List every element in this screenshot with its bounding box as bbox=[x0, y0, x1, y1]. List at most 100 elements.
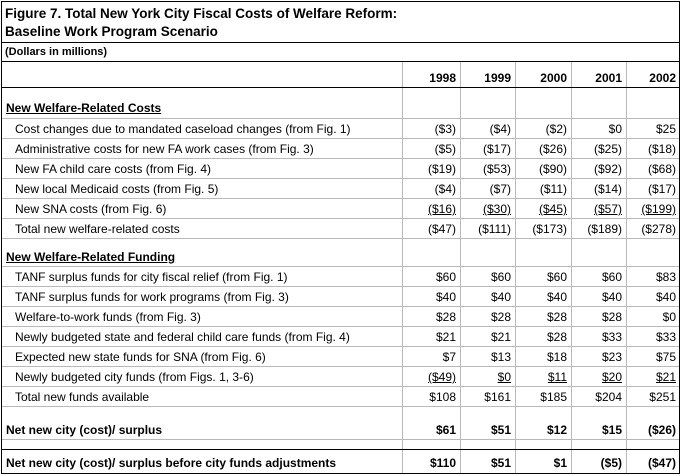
value-cell-2002: $25 bbox=[655, 122, 676, 136]
value-cell-1998: $110 bbox=[429, 456, 456, 470]
row-divider bbox=[2, 218, 679, 219]
value-cell-2002: ($17) bbox=[647, 182, 676, 196]
value-cell-1998: ($4) bbox=[434, 182, 456, 196]
row-divider bbox=[2, 439, 679, 440]
value-cell-2000: $12 bbox=[546, 423, 567, 437]
table-row: New local Medicaid costs (from Fig. 5) ($… bbox=[2, 179, 679, 199]
value-cell-2000: $185 bbox=[540, 390, 567, 404]
value-cell-1999: $51 bbox=[490, 423, 511, 437]
table-header-box: Figure 7. Total New York City Fiscal Cos… bbox=[2, 2, 679, 62]
value-cell-2000: $60 bbox=[546, 270, 567, 284]
table-row: Administrative costs for new FA work cas… bbox=[2, 139, 679, 159]
value-cell-2000: $28 bbox=[546, 310, 567, 324]
section-heading: New Welfare-Related Funding bbox=[2, 247, 679, 267]
table-row: Net new city (cost)/ surplus $61 $51 $12 $15… bbox=[2, 420, 679, 440]
value-cell-1998: $28 bbox=[435, 310, 456, 324]
row-label: Total new funds available bbox=[15, 390, 150, 404]
value-cell-2001: $0 bbox=[608, 122, 622, 136]
row-label: TANF surplus funds for city fiscal relie… bbox=[15, 270, 288, 284]
table-row: Welfare-to-work funds (from Fig. 3) $28 $2… bbox=[2, 307, 679, 327]
title-divider bbox=[2, 42, 679, 43]
value-cell-2001: $204 bbox=[595, 390, 622, 404]
value-cell-1998: ($16) bbox=[427, 202, 456, 216]
row-divider bbox=[2, 158, 679, 159]
value-cell-2002: $0 bbox=[662, 310, 676, 324]
row-label: Net new city (cost)/ surplus bbox=[6, 423, 163, 437]
year-header-1999: 1999 bbox=[484, 71, 511, 85]
value-cell-2001: ($25) bbox=[593, 142, 622, 156]
table-row: Total new funds available $108 $161 $185 $20… bbox=[2, 387, 679, 407]
value-cell-2001: ($14) bbox=[593, 182, 622, 196]
value-cell-1999: ($4) bbox=[489, 122, 511, 136]
row-label: Welfare-to-work funds (from Fig. 3) bbox=[15, 310, 201, 324]
row-label: Newly budgeted city funds (from Figs. 1,… bbox=[15, 370, 254, 384]
value-cell-2000: $40 bbox=[546, 290, 567, 304]
row-label: Expected new state funds for SNA (from F… bbox=[15, 350, 266, 364]
value-cell-2000: ($45) bbox=[538, 202, 567, 216]
value-cell-1999: ($17) bbox=[482, 142, 511, 156]
row-label: New FA child care costs (from Fig. 4) bbox=[15, 162, 212, 176]
value-cell-2001: $28 bbox=[601, 310, 622, 324]
value-cell-2000: ($90) bbox=[538, 162, 567, 176]
value-cell-2002: ($18) bbox=[647, 142, 676, 156]
value-cell-1999: $13 bbox=[490, 350, 511, 364]
row-divider bbox=[2, 198, 679, 199]
value-cell-2000: ($173) bbox=[532, 222, 567, 236]
column-divider bbox=[402, 62, 403, 473]
row-divider bbox=[2, 286, 679, 287]
table-row: Newly budgeted city funds (from Figs. 1,… bbox=[2, 367, 679, 387]
value-cell-2002: $251 bbox=[649, 390, 676, 404]
table-row: Expected new state funds for SNA (from F… bbox=[2, 347, 679, 367]
value-cell-2002: ($47) bbox=[647, 456, 676, 470]
row-label: Administrative costs for new FA work cas… bbox=[15, 142, 314, 156]
value-cell-1998: $7 bbox=[442, 350, 456, 364]
value-cell-1999: ($53) bbox=[482, 162, 511, 176]
table-row: Newly budgeted state and federal child c… bbox=[2, 327, 679, 347]
value-cell-2000: $18 bbox=[546, 350, 567, 364]
row-divider bbox=[2, 306, 679, 307]
value-cell-1999: ($30) bbox=[482, 202, 511, 216]
value-cell-2002: ($68) bbox=[647, 162, 676, 176]
column-divider bbox=[571, 62, 572, 473]
value-cell-1998: $61 bbox=[435, 423, 456, 437]
value-cell-2001: $20 bbox=[601, 370, 622, 384]
table-row: Cost changes due to mandated caseload ch… bbox=[2, 119, 679, 139]
year-header-2002: 2002 bbox=[649, 71, 676, 85]
value-cell-2002: ($278) bbox=[641, 222, 676, 236]
value-cell-2000: ($11) bbox=[539, 182, 567, 196]
value-cell-2001: ($189) bbox=[587, 222, 622, 236]
table-row: New SNA costs (from Fig. 6) ($16) ($30) ($4… bbox=[2, 199, 679, 219]
value-cell-2002: $33 bbox=[655, 330, 676, 344]
row-divider bbox=[2, 406, 679, 407]
column-divider bbox=[460, 62, 461, 473]
value-cell-1999: $161 bbox=[484, 390, 511, 404]
row-divider bbox=[2, 266, 679, 267]
row-label: New local Medicaid costs (from Fig. 5) bbox=[15, 182, 219, 196]
row-divider bbox=[2, 326, 679, 327]
value-cell-2001: $40 bbox=[601, 290, 622, 304]
value-cell-2001: $33 bbox=[601, 330, 622, 344]
figure-subtitle: Baseline Work Program Scenario bbox=[5, 24, 218, 39]
value-cell-1999: $28 bbox=[490, 310, 511, 324]
value-cell-1998: ($19) bbox=[427, 162, 456, 176]
value-cell-1998: ($5) bbox=[434, 142, 456, 156]
value-cell-2000: $11 bbox=[547, 370, 567, 384]
row-label: Newly budgeted state and federal child c… bbox=[15, 330, 350, 344]
value-cell-1999: $21 bbox=[490, 330, 511, 344]
row-divider bbox=[2, 178, 679, 179]
row-divider bbox=[2, 138, 679, 139]
year-header-divider bbox=[2, 87, 679, 88]
value-cell-1998: $40 bbox=[435, 290, 456, 304]
row-label: TANF surplus funds for work programs (fr… bbox=[15, 290, 289, 304]
row-label: New SNA costs (from Fig. 6) bbox=[15, 202, 167, 216]
value-cell-2002: $21 bbox=[655, 370, 676, 384]
value-cell-1999: $60 bbox=[490, 270, 511, 284]
value-cell-2001: $15 bbox=[601, 423, 622, 437]
row-label: New Welfare-Related Funding bbox=[6, 250, 176, 264]
value-cell-2002: $83 bbox=[655, 270, 676, 284]
value-cell-1999: $51 bbox=[490, 456, 511, 470]
figure-title: Figure 7. Total New York City Fiscal Cos… bbox=[5, 6, 398, 21]
value-cell-2002: ($199) bbox=[641, 202, 676, 216]
value-cell-2000: $28 bbox=[546, 330, 567, 344]
